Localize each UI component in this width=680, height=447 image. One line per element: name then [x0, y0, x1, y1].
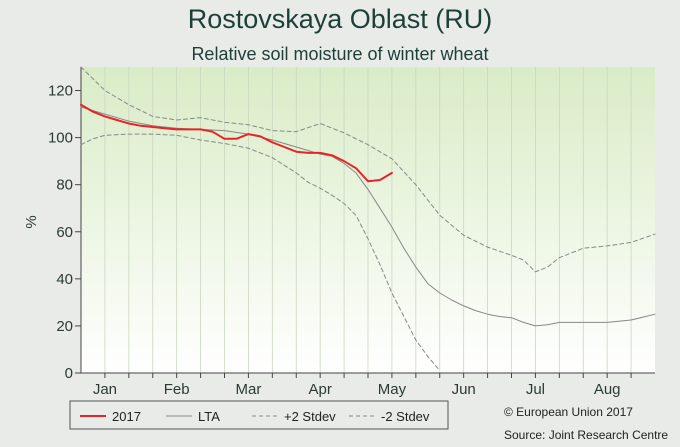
legend-label: -2 Stdev	[381, 409, 430, 424]
series-line-lta	[80, 106, 656, 327]
legend-label: +2 Stdev	[284, 409, 336, 424]
y-tick-label: 20	[56, 318, 73, 335]
series-line-2-stdev	[80, 66, 656, 273]
x-tick-label: Jan	[93, 381, 117, 398]
chart-title: Rostovskaya Oblast (RU)	[188, 4, 493, 34]
series-line-2-stdev	[80, 133, 441, 372]
x-tick-label: May	[378, 381, 407, 398]
x-tick-label: Mar	[235, 381, 261, 398]
y-tick-label: 100	[48, 130, 73, 147]
credit-copyright: © European Union 2017	[504, 405, 633, 419]
legend-label: 2017	[112, 409, 141, 424]
legend-label: LTA	[198, 409, 220, 424]
y-axis-label: %	[23, 215, 40, 228]
x-tick-label: Feb	[164, 381, 190, 398]
x-tick-label: Jun	[452, 381, 476, 398]
y-tick-label: 60	[56, 224, 73, 241]
y-tick-label: 0	[65, 365, 73, 382]
x-tick-label: Aug	[594, 381, 621, 398]
chart-subtitle: Relative soil moisture of winter wheat	[191, 44, 488, 64]
x-tick-label: Apr	[308, 381, 331, 398]
y-tick-label: 120	[48, 83, 73, 100]
legend: 2017 LTA +2 Stdev -2 Stdev	[80, 409, 430, 424]
credit-source: Source: Joint Research Centre	[504, 428, 668, 442]
legend-box	[69, 400, 449, 430]
x-tick-label: Jul	[526, 381, 545, 398]
axes: 0 20 40 60 80 100 120 Jan Feb Mar Apr May Jun Jul Aug	[48, 67, 655, 398]
y-tick-label: 40	[56, 271, 73, 288]
series-group	[80, 66, 656, 372]
series-line-2017	[80, 103, 393, 183]
y-tick-label: 80	[56, 177, 73, 194]
